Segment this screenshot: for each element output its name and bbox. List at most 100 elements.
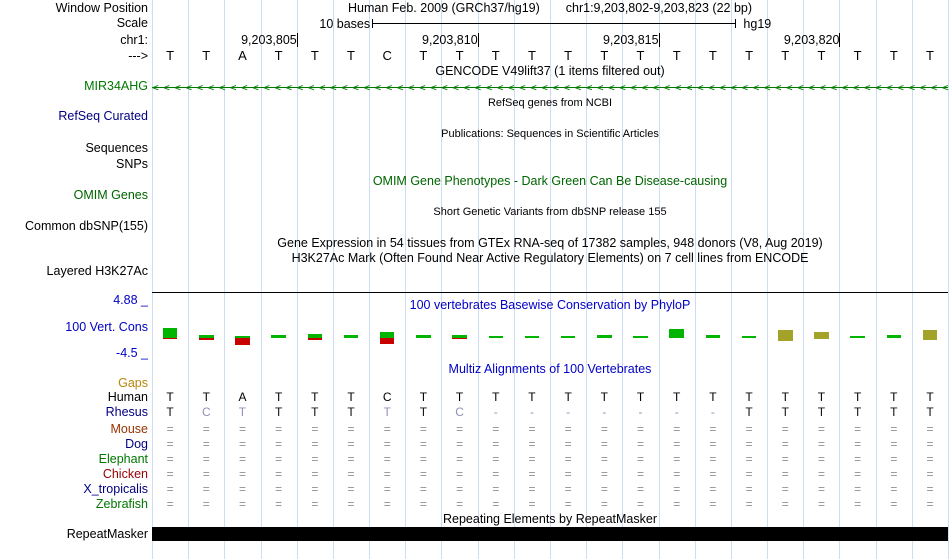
track-label-sequences[interactable]: Sequences (85, 141, 148, 155)
guideline (405, 0, 407, 559)
species-label-human[interactable]: Human (107, 390, 148, 404)
alignment-cell: = (492, 497, 500, 511)
track-label-layered-h3k27ac[interactable]: Layered H3K27Ac (46, 264, 148, 278)
conservation-bar (224, 306, 260, 356)
alignment-cell: T (455, 390, 464, 404)
species-label-zebrafish[interactable]: Zebrafish (95, 497, 148, 511)
conservation-track[interactable] (152, 306, 948, 356)
alignment-cell: = (745, 467, 753, 481)
alignment-cell: T (926, 390, 934, 404)
alignment-cell: C (455, 405, 464, 419)
conservation-bar (405, 306, 441, 356)
base-letter: T (889, 48, 898, 63)
base-letter: T (564, 48, 573, 63)
track-label-100-vert-cons[interactable]: 100 Vert. Cons (65, 320, 148, 334)
base-letter: T (745, 48, 754, 63)
alignment-cell: T (636, 390, 645, 404)
base-letter: A (238, 48, 247, 63)
alignment-cell: T (673, 390, 681, 404)
alignment-cell: = (817, 437, 825, 451)
alignment-cell: = (383, 497, 391, 511)
alignment-cell: T (347, 405, 355, 419)
alignment-cell: = (275, 497, 283, 511)
repeatmasker-track-title: Repeating Elements by RepeatMasker (442, 512, 657, 526)
alignment-cell: = (854, 497, 862, 511)
alignment-cell: T (274, 405, 283, 419)
track-label-scale: Scale (116, 16, 148, 30)
conservation-bar (912, 306, 948, 356)
guideline (260, 0, 262, 559)
species-label-dog[interactable]: Dog (125, 437, 148, 451)
alignment-cell: = (275, 482, 283, 496)
track-label-omim-genes[interactable]: OMIM Genes (73, 188, 148, 202)
alignment-cell: = (383, 437, 391, 451)
alignment-cell: = (709, 467, 717, 481)
alignment-cell: = (456, 437, 464, 451)
ruler-tick-mark (839, 33, 841, 47)
conservation-bar (550, 306, 586, 356)
alignment-cell: = (456, 497, 464, 511)
alignment-row-mouse: = = = = = = = = = = = = = = = = = = = = = = (152, 423, 948, 436)
species-label-x_tropicalis[interactable]: X_tropicalis (83, 482, 148, 496)
track-label-mir34ahg[interactable]: MIR34AHG (84, 79, 148, 93)
position-ruler: 9,203,805 9,203,810 9,203,815 9,203,820 (152, 33, 948, 48)
alignment-cell: = (926, 467, 934, 481)
alignment-cell: = (311, 437, 319, 451)
guideline (441, 0, 443, 559)
base-letter: T (636, 48, 645, 63)
alignment-cell: = (890, 467, 898, 481)
guideline (839, 0, 841, 559)
alignment-cell: = (347, 467, 355, 481)
alignment-cell: = (600, 467, 608, 481)
alignment-cell: T (347, 390, 355, 404)
alignment-cell: = (347, 482, 355, 496)
alignment-cell: = (383, 422, 391, 436)
species-label-elephant[interactable]: Elephant (98, 452, 148, 466)
guideline (730, 0, 732, 559)
alignment-cell: = (166, 482, 174, 496)
species-label-rhesus[interactable]: Rhesus (105, 405, 148, 419)
alignment-cell: = (637, 437, 645, 451)
alignment-cell: = (528, 482, 536, 496)
alignment-row-elephant: = = = = = = = = = = = = = = = = = = = = = = (152, 453, 948, 466)
alignment-cell: = (890, 422, 898, 436)
repeatmasker-element-bar[interactable] (152, 527, 948, 541)
alignment-cell: = (890, 437, 898, 451)
alignment-cell: = (709, 497, 717, 511)
assembly-label: Human Feb. 2009 (GRCh37/hg19) (347, 1, 540, 15)
track-label-common-dbsnp[interactable]: Common dbSNP(155) (25, 219, 148, 233)
alignment-cell: = (311, 482, 319, 496)
alignment-cell: = (275, 422, 283, 436)
alignment-cell: = (347, 452, 355, 466)
track-label-repeatmasker[interactable]: RepeatMasker (66, 527, 148, 541)
alignment-cell: T (419, 405, 428, 419)
alignment-cell: T (419, 390, 428, 404)
gene-mir34ahg[interactable]: <<<<<<<<<<<<<<<<<<<<<<<<<<<<<<<<<<<<<<<<… (152, 81, 948, 94)
alignment-cell: = (238, 482, 246, 496)
alignment-cell: = (528, 437, 536, 451)
alignment-cell: = (600, 482, 608, 496)
alignment-cell: = (637, 452, 645, 466)
base-letter: T (310, 48, 319, 63)
guideline (296, 0, 298, 559)
alignment-cell: = (311, 452, 319, 466)
alignment-cell: = (745, 482, 753, 496)
track-label-refseq-curated[interactable]: RefSeq Curated (58, 109, 148, 123)
alignment-cell: = (528, 452, 536, 466)
guideline (948, 0, 949, 559)
conservation-axis-min: -4.5 _ (116, 346, 148, 360)
gencode-track-title: GENCODE V49lift37 (1 items filtered out) (435, 64, 665, 78)
gtex-track-title: Gene Expression in 54 tissues from GTEx … (277, 236, 823, 250)
alignment-cell: = (673, 497, 681, 511)
alignment-cell: T (817, 405, 826, 419)
publications-track-title: Publications: Sequences in Scientific Ar… (441, 128, 659, 140)
alignment-cell: = (528, 467, 536, 481)
alignment-cell: = (166, 467, 174, 481)
guideline (369, 0, 371, 559)
alignment-cell: = (492, 437, 500, 451)
track-label-gaps[interactable]: Gaps (118, 376, 148, 390)
species-label-mouse[interactable]: Mouse (110, 422, 148, 436)
track-label-snps[interactable]: SNPs (116, 157, 148, 171)
species-label-chicken[interactable]: Chicken (102, 467, 148, 481)
